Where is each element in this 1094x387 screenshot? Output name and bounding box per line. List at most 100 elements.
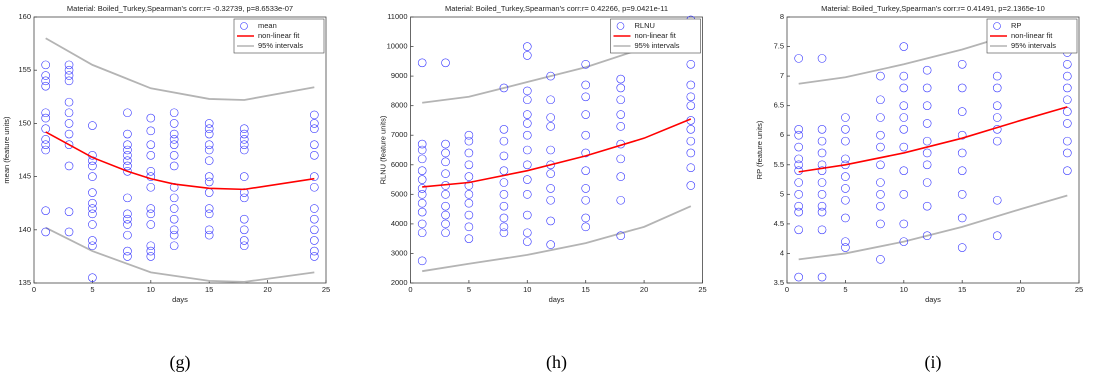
data-point	[146, 113, 156, 123]
data-point	[441, 169, 450, 178]
data-point	[922, 148, 932, 158]
data-point	[841, 154, 850, 164]
data-point	[522, 228, 532, 238]
data-point	[794, 160, 803, 170]
fit-line	[422, 118, 692, 188]
data-point	[464, 181, 474, 190]
data-point	[522, 86, 532, 96]
data-point	[899, 125, 909, 134]
data-point	[522, 145, 532, 155]
data-point	[957, 130, 967, 140]
data-point	[686, 125, 696, 134]
data-point	[88, 241, 97, 251]
data-point	[169, 193, 179, 203]
data-point	[204, 230, 214, 240]
y-tick-label: 8	[780, 12, 784, 21]
data-point	[417, 58, 427, 68]
data-point	[546, 216, 555, 226]
lower-interval	[422, 205, 692, 273]
data-point	[239, 214, 249, 224]
data-point	[146, 151, 156, 160]
data-point	[88, 172, 97, 181]
data-point	[441, 201, 450, 211]
data-point	[922, 65, 932, 75]
legend-marker	[993, 22, 1001, 30]
data-point	[581, 110, 591, 119]
data-point	[922, 160, 932, 170]
x-tick-label: 10	[900, 285, 908, 294]
data-point	[616, 122, 626, 131]
data-point	[817, 178, 827, 187]
x-tick-label: 10	[523, 285, 531, 294]
legend-label: 95% intervals	[1011, 41, 1056, 50]
data-point	[239, 172, 249, 181]
data-point	[522, 175, 532, 184]
x-tick-label: 20	[263, 285, 271, 294]
data-point	[546, 169, 555, 178]
data-point	[310, 246, 319, 256]
data-point	[441, 190, 450, 199]
data-point	[841, 113, 850, 122]
data-point	[1063, 59, 1072, 69]
data-point	[310, 124, 319, 134]
data-point	[686, 181, 696, 190]
data-point	[204, 172, 214, 181]
data-point	[123, 220, 132, 229]
data-point	[817, 148, 827, 158]
data-point	[239, 124, 249, 134]
data-point	[310, 119, 319, 128]
data-point	[123, 230, 132, 240]
data-point	[169, 161, 179, 171]
data-point	[616, 83, 626, 93]
data-point	[123, 140, 132, 149]
data-point	[616, 154, 626, 164]
data-point	[123, 129, 132, 139]
y-tick-label: 11000	[387, 12, 407, 21]
plot-area	[33, 16, 327, 284]
data-point	[686, 163, 696, 173]
data-point	[41, 227, 50, 237]
y-axis-label: RP (feature units)	[755, 120, 764, 179]
x-tick-label: 10	[147, 285, 155, 294]
data-point	[123, 209, 132, 219]
x-tick-label: 20	[1016, 285, 1024, 294]
data-point	[817, 166, 827, 175]
data-point	[310, 214, 319, 224]
y-tick-label: 6	[780, 130, 784, 139]
y-tick-label: 5000	[391, 189, 408, 198]
data-point	[499, 213, 509, 223]
x-tick-label: 15	[205, 285, 213, 294]
lower-interval	[45, 226, 315, 283]
plot-area	[410, 16, 703, 284]
data-point	[41, 135, 50, 144]
data-point	[239, 140, 249, 149]
data-point	[522, 51, 532, 60]
data-point	[441, 157, 450, 167]
data-point	[204, 124, 214, 134]
data-point	[441, 58, 450, 68]
data-point	[1063, 83, 1072, 93]
fit-line	[798, 106, 1068, 173]
data-point	[41, 145, 50, 155]
data-point	[581, 222, 591, 232]
panel-label: (i)	[925, 352, 942, 373]
panel-label: (g)	[170, 352, 191, 373]
data-point	[957, 59, 967, 69]
data-point	[922, 136, 932, 146]
y-tick-label: 155	[18, 65, 31, 74]
data-point	[464, 130, 474, 140]
y-tick-label: 3000	[391, 248, 408, 257]
data-point	[992, 83, 1002, 93]
data-point	[876, 130, 885, 140]
data-point	[41, 71, 50, 80]
data-point	[686, 148, 696, 158]
data-point	[899, 190, 909, 199]
data-point	[899, 71, 909, 81]
data-point	[841, 237, 850, 246]
data-point	[146, 252, 156, 261]
legend-label: RP	[1011, 21, 1021, 30]
data-point	[441, 210, 450, 220]
data-point	[41, 140, 50, 149]
data-point	[899, 101, 909, 110]
data-point	[922, 231, 932, 241]
